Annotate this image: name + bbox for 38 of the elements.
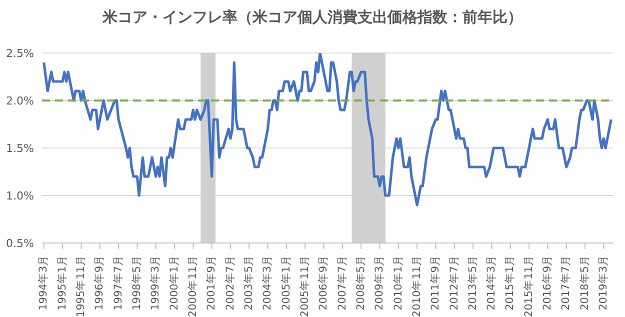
x-tick-label: 2003年5月	[243, 255, 255, 310]
x-tick-label: 1998年5月	[131, 255, 144, 310]
x-tick-label: 1994年3月	[38, 255, 50, 310]
x-tick-label: 2001年9月	[206, 255, 218, 310]
x-tick-label: 1995年1月	[56, 255, 68, 310]
x-tick-label: 2009年3月	[374, 255, 386, 310]
line-series	[42, 53, 612, 206]
x-tick-label: 2002年7月	[224, 255, 236, 310]
x-tick-label: 2015年1月	[504, 255, 516, 310]
x-tick-label: 1999年3月	[150, 255, 162, 310]
x-tick-label: 2019年3月	[598, 255, 610, 310]
x-tick-label: 2008年5月	[354, 255, 367, 310]
x-tick-label: 1996年9月	[94, 255, 106, 310]
x-tick-label: 2018年5月	[578, 255, 591, 310]
x-tick-label: 2017年7月	[560, 255, 572, 310]
x-tick-label: 1997年7月	[112, 255, 124, 310]
x-tick-label: 2000年1月	[168, 255, 180, 310]
y-tick-label: 1.5%	[6, 142, 34, 155]
x-tick-label: 2005年1月	[280, 255, 292, 310]
x-tick-label: 2012年7月	[448, 255, 460, 310]
x-tick-label: 2010年1月	[392, 255, 404, 310]
x-tick-label: 2006年9月	[318, 255, 330, 310]
x-tick-label: 2010年11月	[410, 255, 423, 317]
x-tick-label: 2000年11月	[187, 255, 200, 317]
x-tick-label: 2011年9月	[430, 255, 442, 310]
x-tick-label: 2014年3月	[486, 255, 498, 310]
x-tick-label: 1995年11月	[75, 255, 88, 317]
x-tick-label: 2013年5月	[466, 255, 479, 310]
chart-title: 米コア・インフレ率（米コア個人消費支出価格指数：前年比）	[101, 8, 524, 27]
y-tick-label: 2.0%	[6, 94, 34, 108]
y-tick-label: 2.5%	[6, 46, 34, 60]
x-tick-label: 2005年11月	[298, 255, 311, 317]
x-tick-label: 2004年3月	[262, 255, 274, 310]
x-tick-label: 2015年11月	[522, 255, 535, 317]
y-tick-label: 0.5%	[6, 236, 34, 250]
x-tick-label: 2007年7月	[336, 255, 348, 310]
y-tick-label: 1.0%	[6, 189, 34, 202]
x-tick-label: 2016年9月	[542, 255, 554, 310]
